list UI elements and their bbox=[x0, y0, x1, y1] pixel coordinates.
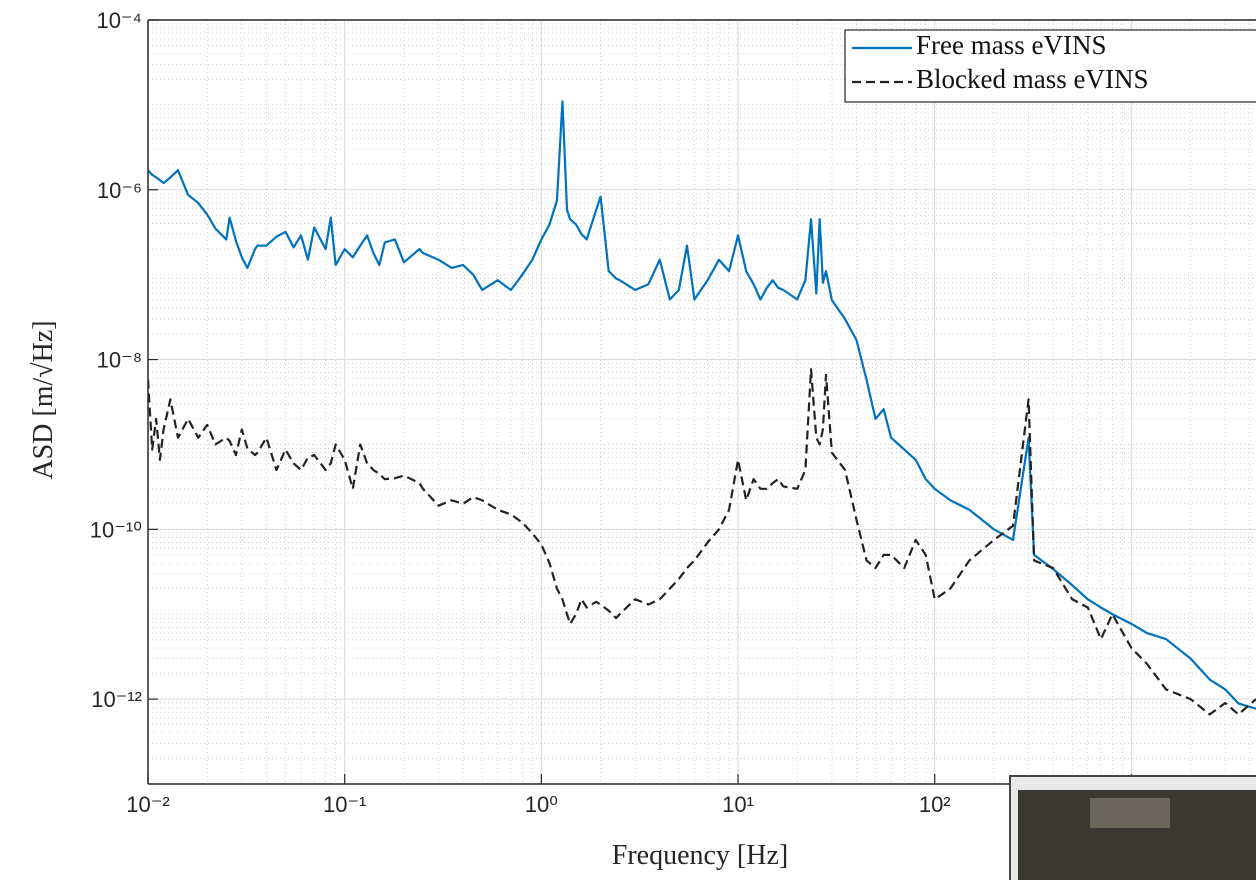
x-tick-label: 10² bbox=[919, 792, 951, 817]
y-axis-label: ASD [m/√Hz] bbox=[28, 320, 59, 479]
lines bbox=[148, 100, 1256, 716]
y-tick-label: 10⁻¹² bbox=[91, 687, 142, 712]
legend-label: Free mass eVINS bbox=[916, 30, 1106, 60]
x-axis-label: Frequency [Hz] bbox=[612, 840, 788, 871]
legend-box bbox=[844, 29, 1256, 103]
x-tick-label: 10⁰ bbox=[525, 792, 558, 817]
series-line bbox=[148, 100, 1256, 710]
y-tick-label: 10⁻⁸ bbox=[97, 348, 142, 373]
x-tick-label: 10¹ bbox=[722, 792, 754, 817]
photo-detail bbox=[1090, 798, 1170, 828]
plot-area bbox=[148, 20, 1256, 784]
x-tick-label: 10⁻² bbox=[126, 792, 169, 817]
legend-label: Blocked mass eVINS bbox=[916, 64, 1148, 94]
x-tick-label: 10⁻¹ bbox=[323, 792, 366, 817]
y-tick-label: 10⁻⁴ bbox=[96, 8, 142, 33]
legend: Free mass eVINS Blocked mass eVINS bbox=[844, 29, 1256, 103]
y-tick-label: 10⁻¹⁰ bbox=[90, 517, 142, 542]
y-tick-label: 10⁻⁶ bbox=[97, 178, 142, 203]
inset-photo bbox=[1009, 775, 1256, 880]
